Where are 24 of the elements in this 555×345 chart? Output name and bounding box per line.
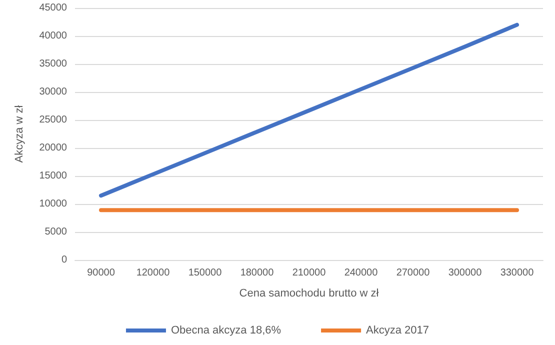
x-tick-label: 330000 [500,268,534,278]
x-tick-label: 150000 [188,268,222,278]
y-tick-label: 10000 [39,198,68,210]
y-tick-label: 40000 [39,30,68,42]
x-axis-title: Cena samochodu brutto w zł [239,288,380,300]
line-series [99,22,519,198]
y-tick-label: 15000 [39,170,68,182]
y-tick-label: 0 [61,254,68,266]
x-tick-label: 300000 [448,268,482,278]
y-tick-label: 25000 [39,114,68,126]
y-axis-title: Akcyza w zł [14,104,26,163]
x-tick-label: 270000 [396,268,430,278]
x-tick-label: 240000 [344,268,378,278]
y-tick-label: 5000 [44,226,68,238]
x-tick-label: 180000 [240,268,274,278]
y-tick-label: 20000 [39,142,68,154]
legend-label: Akcyza 2017 [366,324,430,336]
legend-label: Obecna akcyza 18,6% [170,324,282,336]
y-tick-label: 35000 [39,58,68,70]
x-tick-label: 90000 [87,268,116,278]
y-tick-label: 45000 [39,2,68,14]
x-tick-label: 120000 [136,268,170,278]
x-tick-label: 210000 [292,268,326,278]
y-tick-label: 30000 [39,86,68,98]
